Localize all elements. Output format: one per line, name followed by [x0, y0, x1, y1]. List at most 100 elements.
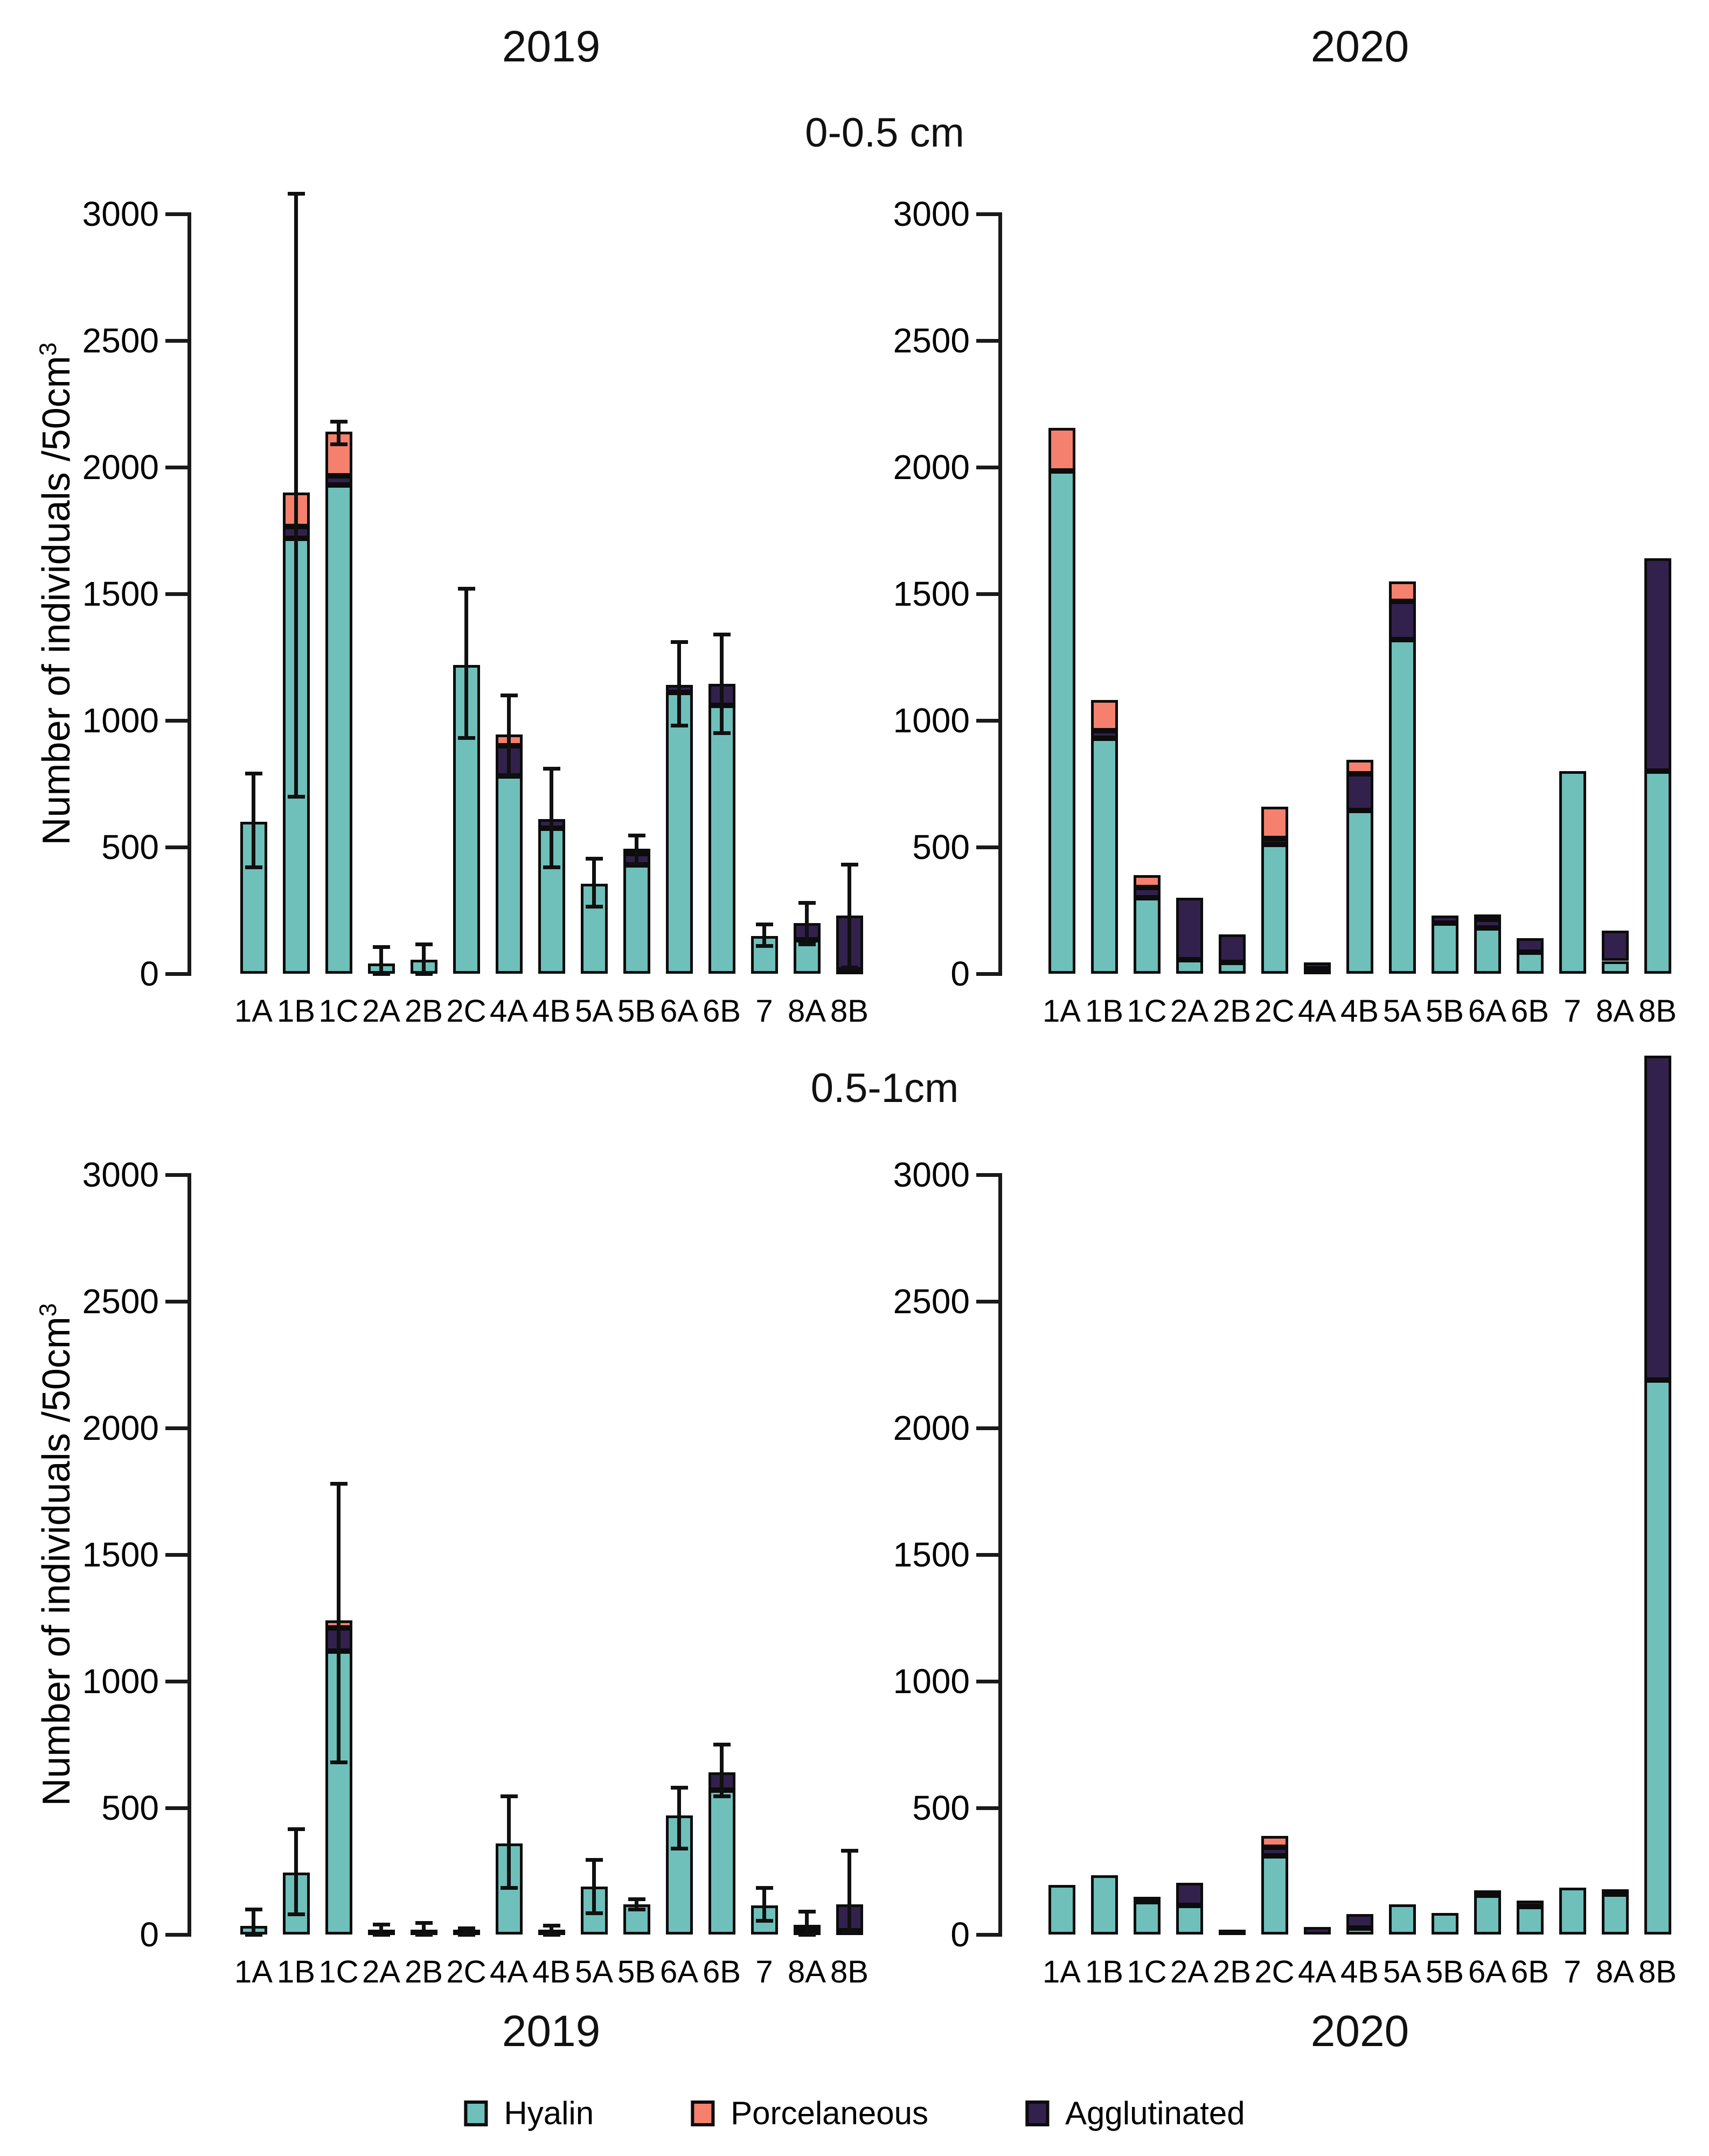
error-bar-cap-bottom — [543, 865, 560, 870]
error-bar — [635, 1899, 638, 1909]
x-tick-label: 4B — [1340, 994, 1379, 1029]
bar-segment-agglutinated — [1133, 1896, 1161, 1902]
error-bar — [464, 1928, 468, 1935]
error-bar-cap-bottom — [415, 972, 433, 976]
y-tick — [165, 845, 191, 849]
bar-segment-agglutinated — [1303, 1926, 1331, 1935]
title-depth-0-0.5cm: 0-0.5 cm — [805, 110, 964, 156]
x-tick-label: 5B — [1426, 994, 1464, 1029]
hyalin-swatch-icon — [464, 2100, 488, 2126]
bar-segment-agglutinated — [1218, 934, 1246, 962]
y-tick-label: 1500 — [82, 1535, 159, 1574]
error-bar — [762, 924, 766, 946]
y-tick — [976, 1679, 1002, 1683]
bar-segment-agglutinated — [1133, 888, 1161, 898]
error-bar — [635, 835, 638, 865]
bar-segment-hyalin — [623, 864, 650, 974]
y-tick-label: 1500 — [82, 574, 159, 613]
error-bar-cap-bottom — [585, 904, 603, 909]
bar-segment-hyalin — [1346, 1928, 1373, 1935]
error-bar — [592, 858, 596, 907]
x-tick-label: 5A — [575, 994, 613, 1029]
error-bar-cap-top — [543, 1924, 560, 1928]
x-tick-label: 8B — [830, 994, 869, 1029]
legend-label-hyalin: Hyalin — [504, 2095, 594, 2131]
x-tick-label: 1B — [277, 1954, 315, 1989]
error-bar-cap-bottom — [840, 965, 858, 969]
y-tick — [976, 1806, 1002, 1810]
legend-item-hyalin: Hyalin — [464, 2097, 594, 2130]
error-bar-cap-bottom — [457, 736, 475, 740]
x-tick-label: 4A — [490, 994, 528, 1029]
bar-segment-agglutinated — [1431, 915, 1458, 923]
x-tick-label: 2C — [1254, 1954, 1295, 1989]
y-tick-label: 0 — [950, 954, 970, 993]
y-tick — [976, 338, 1002, 343]
x-tick-label: 1C — [1127, 1954, 1167, 1989]
y-tick — [976, 1426, 1002, 1430]
bar-segment-porcelaneous — [1133, 875, 1161, 888]
x-tick-label: 7 — [755, 1954, 773, 1989]
bar-segment-porcelaneous — [1388, 581, 1416, 602]
legend-item-porcelaneous: Porcelaneous — [691, 2097, 928, 2130]
error-bar-cap-bottom — [543, 1932, 560, 1937]
bar-segment-porcelaneous — [1474, 914, 1501, 920]
error-bar — [507, 1796, 511, 1888]
x-tick-label: 4B — [532, 1954, 571, 1989]
bar-segment-hyalin — [1388, 639, 1416, 974]
y-tick-label: 1000 — [82, 701, 159, 740]
bar-segment-hyalin — [836, 969, 863, 974]
x-tick-label: 1C — [318, 1954, 359, 1989]
error-bar — [422, 1923, 426, 1935]
bar-segment-agglutinated — [325, 476, 352, 485]
x-tick-label: 2A — [362, 994, 400, 1029]
error-bar-cap-bottom — [287, 794, 305, 799]
y-tick-label: 2000 — [82, 1409, 159, 1447]
y-tick-label: 500 — [101, 828, 159, 866]
error-bar-cap-bottom — [415, 1932, 433, 1937]
error-bar — [507, 695, 511, 775]
y-tick-label: 500 — [912, 1788, 970, 1827]
bar-segment-porcelaneous — [1346, 759, 1373, 774]
title-year-2019-bottom: 2019 — [502, 2007, 601, 2056]
y-tick — [976, 1173, 1002, 1177]
y-tick-label: 2500 — [893, 321, 970, 360]
y-tick — [976, 845, 1002, 849]
bar-segment-hyalin — [1431, 923, 1458, 974]
y-tick — [976, 592, 1002, 596]
x-tick-label: 2A — [1170, 1954, 1208, 1989]
bar-segment-agglutinated — [1090, 730, 1118, 738]
x-tick-label: 2B — [405, 994, 443, 1029]
bar-segment-hyalin — [1474, 1895, 1501, 1935]
error-bar-cap-top — [670, 1785, 688, 1790]
y-tick — [165, 718, 191, 723]
error-bar — [379, 1924, 383, 1935]
y-tick-label: 3000 — [82, 195, 159, 233]
x-tick-label: 6B — [1511, 994, 1549, 1029]
y-tick — [976, 465, 1002, 469]
x-tick-label: 5A — [575, 1954, 613, 1989]
y-tick-label: 1500 — [893, 574, 970, 613]
bar-segment-hyalin — [1388, 1904, 1416, 1935]
x-tick-label: 5B — [617, 1954, 656, 1989]
error-bar-cap-top — [755, 1885, 773, 1890]
error-bar-cap-bottom — [670, 1846, 688, 1850]
y-tick — [165, 1679, 191, 1683]
error-bar-cap-top — [543, 766, 560, 771]
error-bar — [805, 1911, 809, 1935]
error-bar-cap-top — [585, 1857, 603, 1862]
x-tick-label: 1C — [318, 994, 359, 1029]
bar-segment-porcelaneous — [1048, 428, 1075, 472]
x-tick-label: 5A — [1383, 1954, 1421, 1989]
error-bar-cap-top — [245, 1907, 262, 1911]
error-bar — [592, 1860, 596, 1914]
title-year-2019-top: 2019 — [502, 22, 601, 71]
error-bar-cap-bottom — [372, 972, 390, 976]
x-tick-label: 8A — [1596, 994, 1634, 1029]
x-tick-label: 7 — [1564, 1954, 1581, 1989]
y-tick-label: 500 — [912, 828, 970, 866]
y-tick-label: 1500 — [893, 1535, 970, 1574]
x-tick-label: 1B — [277, 994, 315, 1029]
error-bar-cap-top — [372, 945, 390, 949]
error-bar — [805, 903, 809, 945]
